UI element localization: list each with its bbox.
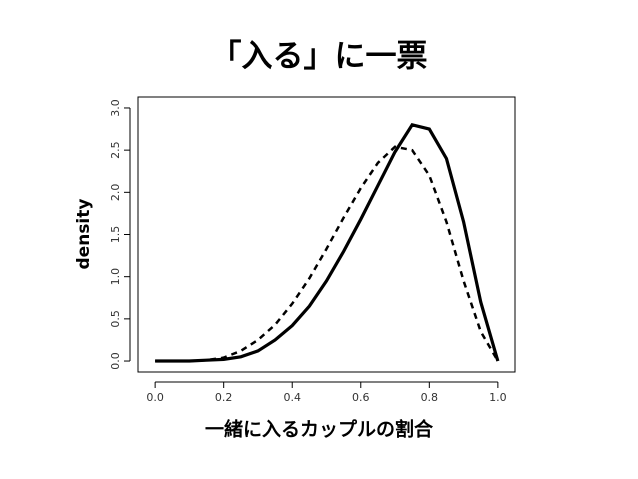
y-tick-label: 1.0 [109, 268, 122, 286]
density-line [155, 123, 500, 363]
x-axis-label: 一緒に入るカップルの割合 [205, 418, 434, 441]
y-tick-label: 0.5 [109, 310, 122, 328]
y-tick-label: 2.5 [109, 141, 122, 159]
chart-title: 「入る」に一票 [211, 39, 428, 75]
x-tick-label: 0.0 [146, 391, 164, 404]
y-tick-label: 2.0 [109, 184, 122, 202]
y-tick-label: 3.0 [109, 99, 122, 117]
x-tick-label: 0.6 [352, 391, 370, 404]
x-tick-label: 0.8 [421, 391, 439, 404]
x-tick-label: 1.0 [489, 391, 507, 404]
y-tick-label: 1.5 [109, 226, 122, 244]
plot-box [137, 96, 516, 373]
y-tick-label: 0.0 [109, 352, 122, 370]
x-tick-label: 0.4 [283, 391, 301, 404]
density-line [155, 145, 499, 363]
y-axis-label: density [74, 199, 94, 270]
x-tick-label: 0.2 [215, 391, 233, 404]
